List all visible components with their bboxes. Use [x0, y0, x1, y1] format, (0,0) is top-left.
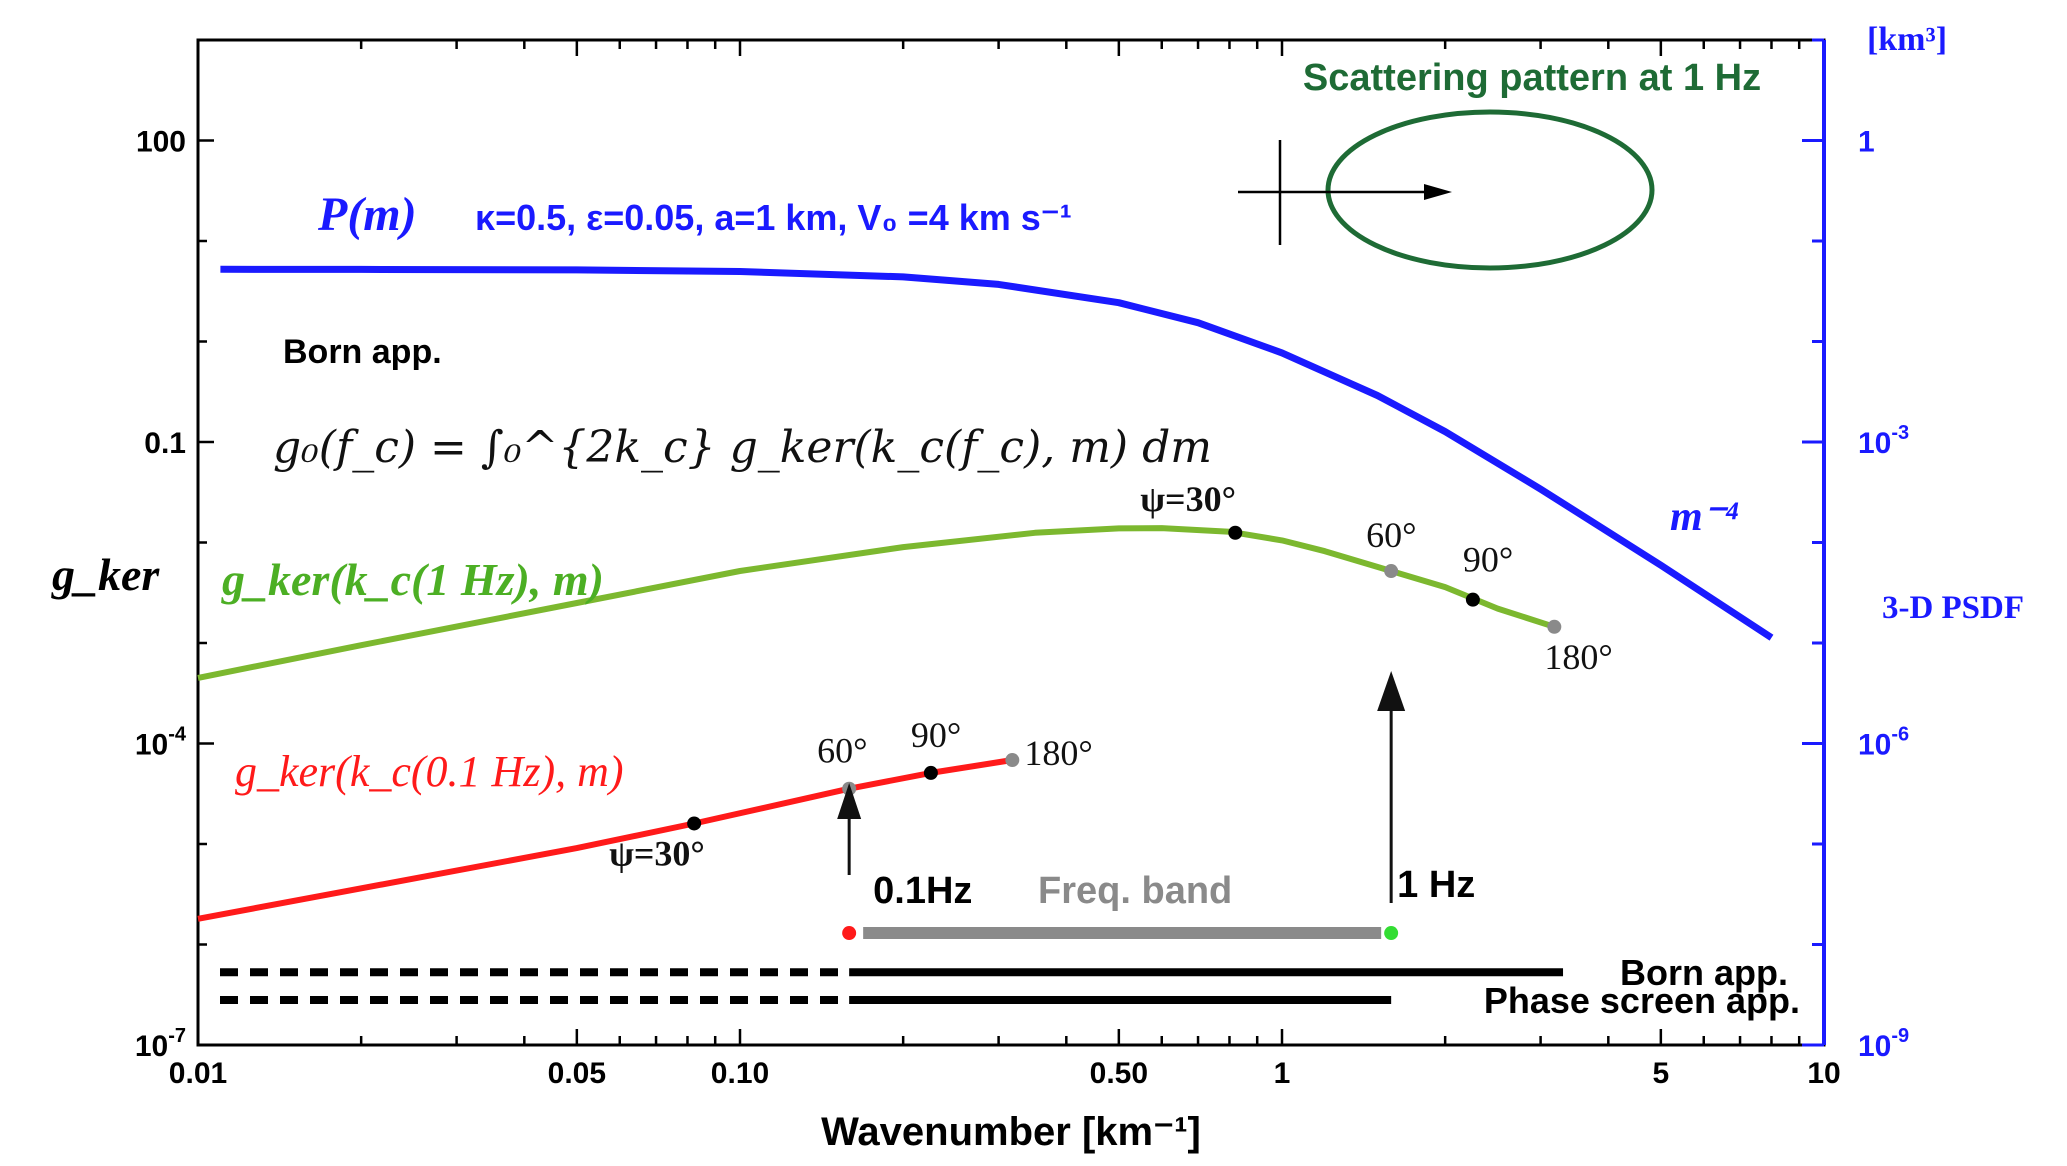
scattering-pattern: Scattering pattern at 1 Hz	[1238, 57, 1761, 271]
y-right-tick-label: 10-3	[1858, 422, 1909, 460]
y-right-axis-unit: [km³]	[1867, 21, 1947, 58]
x-axis-label: Wavenumber [km⁻¹]	[821, 1110, 1201, 1154]
y-left-tick-label: 0.1	[144, 427, 186, 460]
y-right-axis-label: 3-D PSDF	[1882, 590, 2024, 626]
born-title: Born app.	[283, 333, 442, 371]
angle-marker-label: 90°	[1463, 540, 1513, 580]
angle-marker-label: 180°	[1544, 637, 1612, 677]
formula: g₀(f_c) = ∫₀^{2k_c} g_ker(k_c(f_c), m) d…	[273, 422, 1212, 473]
angle-marker	[1547, 619, 1562, 634]
angle-marker	[1228, 525, 1243, 540]
y-left-axis-label: g_ker	[51, 549, 160, 600]
freq-band-layer: Freq. band 0.1Hz 1 Hz	[837, 671, 1475, 941]
freq-band-start-label: 0.1Hz	[873, 870, 972, 912]
plot-frame	[196, 38, 1826, 1047]
angle-marker	[1465, 592, 1480, 607]
markers-layer: ψ=30° 60° 90° 180° ψ=30° 60° 90° 180°	[609, 479, 1613, 874]
freq-band-end-dot	[1384, 926, 1399, 941]
x-tick-label: 0.01	[169, 1057, 227, 1090]
scattering-arrowhead	[1424, 184, 1452, 200]
psdf-line	[220, 265, 1774, 641]
validity-layer: Born app.Phase screen app.	[220, 952, 1800, 1021]
angle-marker-label: 180°	[1024, 733, 1092, 773]
y-left-tick-label: 100	[136, 126, 186, 159]
ticks-layer: 0.01 0.05 0.10 0.50 1 5 1010-710-40.110010-910…	[135, 38, 1909, 1090]
y-left-tick-label: 10-4	[135, 724, 187, 762]
x-tick-label: 0.05	[548, 1057, 606, 1090]
freq-band-end-label: 1 Hz	[1397, 864, 1475, 906]
x-tick-label: 1	[1274, 1057, 1291, 1090]
gker-1hz-line	[197, 525, 1556, 681]
angle-marker	[1005, 753, 1020, 768]
psdf-series-label: P(m)	[317, 188, 417, 241]
psdf-slope-label: m⁻⁴	[1670, 494, 1739, 540]
validity-label: Born app.	[1620, 952, 1788, 993]
scattering-title: Scattering pattern at 1 Hz	[1303, 57, 1761, 99]
validity-label: Phase screen app.	[1484, 980, 1800, 1021]
gker-01hz-line	[197, 757, 1013, 922]
arrow-01hz-head	[837, 783, 862, 820]
y-right-tick-label: 10-9	[1858, 1025, 1909, 1063]
x-tick-label: 0.50	[1090, 1057, 1148, 1090]
angle-marker-label: ψ=30°	[609, 833, 705, 873]
y-right-tick-label: 10-6	[1858, 724, 1909, 762]
y-right-tick-label: 1	[1858, 126, 1875, 159]
angle-marker	[687, 816, 702, 831]
scattering-ellipse	[1325, 109, 1655, 271]
lines-layer	[197, 265, 1774, 922]
x-tick-label: 0.10	[711, 1057, 769, 1090]
x-tick-label: 10	[1807, 1057, 1840, 1090]
angle-marker-label: 60°	[1366, 515, 1416, 555]
angle-marker	[923, 765, 938, 780]
angle-marker	[1384, 564, 1399, 579]
angle-marker-label: 60°	[817, 731, 867, 771]
angle-marker-label: 90°	[911, 715, 961, 755]
x-tick-label: 5	[1652, 1057, 1669, 1090]
angle-marker-label: ψ=30°	[1140, 479, 1236, 519]
freq-band-start-dot	[842, 926, 857, 941]
arrow-1hz-head	[1377, 671, 1406, 712]
freq-band-label: Freq. band	[1038, 870, 1232, 912]
psdf-params-label: κ=0.5, ε=0.05, a=1 km, V₀ =4 km s⁻¹	[475, 197, 1072, 238]
gker-1hz-label: g_ker(k_c(1 Hz), m)	[221, 554, 604, 605]
y-left-tick-label: 10-7	[135, 1025, 186, 1063]
gker-01hz-label: g_ker(k_c(0.1 Hz), m)	[235, 747, 624, 796]
